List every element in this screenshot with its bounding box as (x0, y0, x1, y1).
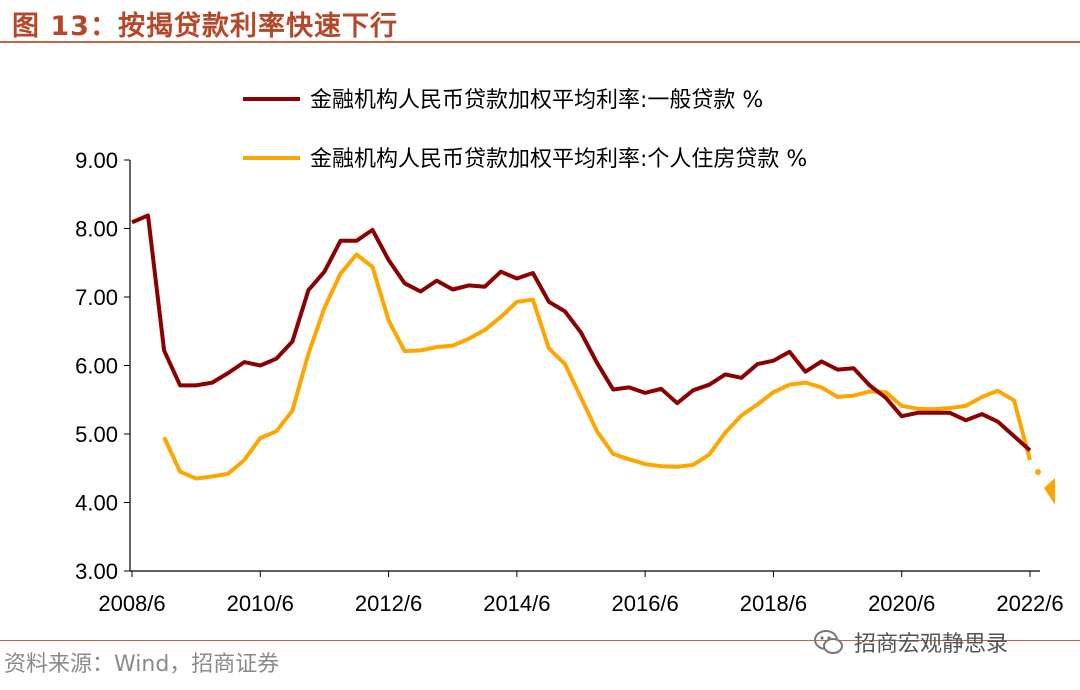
x-tick-label: 2018/6 (740, 591, 807, 616)
x-tick-label: 2014/6 (483, 591, 550, 616)
series-line-1 (131, 213, 1032, 452)
annotations (1035, 469, 1055, 506)
wechat-icon (814, 630, 843, 654)
y-tick-label: 5.00 (75, 422, 118, 447)
title-divider (0, 41, 1080, 43)
legend: 金融机构人民币贷款加权平均利率:一般贷款 % 金融机构人民币贷款加权平均利率:个人… (243, 88, 807, 172)
series-lines (131, 213, 1032, 481)
annotation-dot (1035, 469, 1041, 476)
y-tick-label: 7.00 (75, 285, 118, 310)
y-axis: 3.00 4.00 5.00 6.00 7.00 8.00 9.00 (75, 148, 131, 584)
x-tick-label: 2016/6 (611, 591, 678, 616)
x-tick-label: 2020/6 (868, 591, 935, 616)
legend-label-1: 金融机构人民币贷款加权平均利率:一般贷款 % (310, 88, 763, 113)
watermark-text: 招商宏观静思录 (854, 632, 1009, 657)
x-axis: 2008/6 2010/6 2012/6 2014/6 2016/6 2018/6 2020… (98, 570, 1064, 616)
x-tick-label: 2008/6 (98, 591, 165, 616)
x-tick-label: 2010/6 (227, 591, 294, 616)
source-note: 资料来源：Wind，招商证券 (4, 652, 280, 677)
y-tick-label: 9.00 (75, 148, 118, 173)
y-tick-label: 3.00 (75, 559, 118, 584)
y-tick-label: 8.00 (75, 217, 118, 242)
x-tick-label: 2022/6 (996, 591, 1063, 616)
title-bar: 图 13：按揭贷款利率快速下行 (0, 0, 1080, 44)
y-tick-label: 6.00 (75, 354, 118, 379)
legend-label-2: 金融机构人民币贷款加权平均利率:个人住房贷款 % (310, 147, 807, 172)
series-line-2 (162, 252, 1032, 481)
y-tick-label: 4.00 (75, 491, 118, 516)
x-tick-label: 2012/6 (355, 591, 422, 616)
chart-title: 图 13：按揭贷款利率快速下行 (12, 11, 398, 42)
annotation-arrow (1044, 478, 1055, 506)
footer-divider (0, 640, 1080, 641)
watermark: 招商宏观静思录 (812, 622, 1008, 662)
line-chart: 金融机构人民币贷款加权平均利率:一般贷款 % 金融机构人民币贷款加权平均利率:个人… (75, 88, 1064, 616)
